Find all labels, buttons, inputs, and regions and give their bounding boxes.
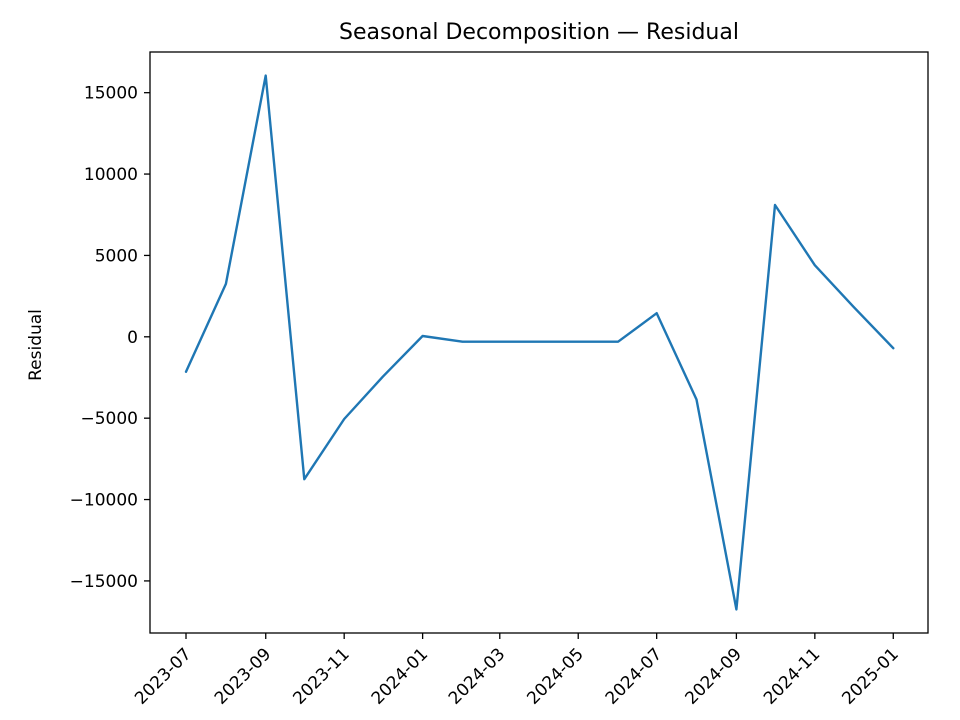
y-tick-label: −5000 <box>80 409 138 429</box>
series-layer <box>184 74 895 611</box>
y-axis-label: Residual <box>26 309 46 381</box>
plot-area-frame <box>149 51 929 634</box>
y-tick-label: 15000 <box>84 84 138 104</box>
y-tick-label: 10000 <box>84 165 138 185</box>
y-tick-label: 5000 <box>95 246 138 266</box>
chart-title: Seasonal Decomposition — Residual <box>339 20 739 45</box>
y-axis-ticks: −15000 −10000 −5000 0 5000 10000 15000 <box>70 84 150 592</box>
y-tick-label: −10000 <box>70 491 138 511</box>
residual-series-line <box>184 74 895 611</box>
y-tick-label: 0 <box>127 328 138 348</box>
y-tick-label: −15000 <box>70 572 138 592</box>
